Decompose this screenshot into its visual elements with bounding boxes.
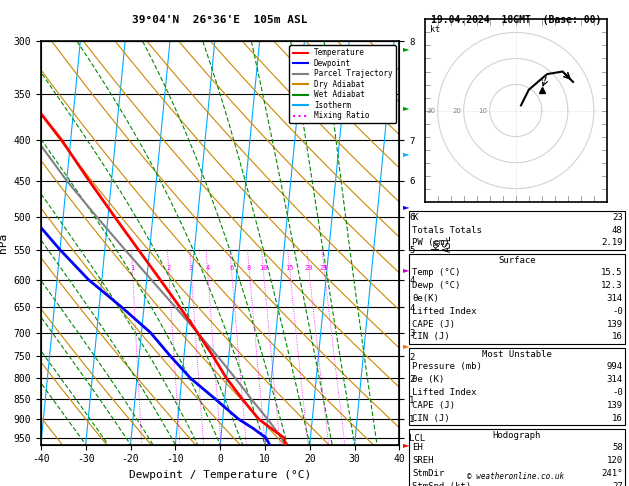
Text: CIN (J): CIN (J) (412, 414, 450, 423)
Text: -0: -0 (612, 307, 623, 316)
Text: ►: ► (403, 440, 409, 449)
Text: ►: ► (403, 264, 409, 274)
Text: StmSpd (kt): StmSpd (kt) (412, 482, 471, 486)
Text: 120: 120 (606, 456, 623, 465)
Text: ►: ► (403, 149, 409, 158)
Text: CAPE (J): CAPE (J) (412, 401, 455, 410)
Text: © weatheronline.co.uk: © weatheronline.co.uk (467, 472, 564, 481)
Text: -0: -0 (612, 388, 623, 397)
Text: Surface: Surface (498, 256, 535, 265)
Text: CAPE (J): CAPE (J) (412, 320, 455, 329)
Text: 314: 314 (606, 375, 623, 384)
Text: K: K (412, 213, 418, 222)
Text: 10: 10 (478, 107, 487, 114)
Text: 139: 139 (606, 320, 623, 329)
Text: θe (K): θe (K) (412, 375, 444, 384)
Text: 58: 58 (612, 443, 623, 452)
Text: Temp (°C): Temp (°C) (412, 268, 460, 277)
Text: 20: 20 (452, 107, 461, 114)
Text: 15: 15 (285, 265, 294, 271)
Text: SREH: SREH (412, 456, 433, 465)
Text: 20: 20 (304, 265, 313, 271)
Text: 48: 48 (612, 226, 623, 235)
Text: 3: 3 (189, 265, 193, 271)
Text: 10: 10 (259, 265, 267, 271)
Legend: Temperature, Dewpoint, Parcel Trajectory, Dry Adiabat, Wet Adiabat, Isotherm, Mi: Temperature, Dewpoint, Parcel Trajectory… (289, 45, 396, 123)
Text: 4: 4 (205, 265, 209, 271)
Text: 139: 139 (606, 401, 623, 410)
Y-axis label: km
ASL: km ASL (431, 234, 452, 252)
Text: Totals Totals: Totals Totals (412, 226, 482, 235)
Text: Lifted Index: Lifted Index (412, 307, 477, 316)
Text: 314: 314 (606, 294, 623, 303)
Text: Most Unstable: Most Unstable (482, 350, 552, 359)
Text: StmDir: StmDir (412, 469, 444, 478)
Text: 25: 25 (320, 265, 328, 271)
Text: Dewp (°C): Dewp (°C) (412, 281, 460, 290)
Text: 241°: 241° (601, 469, 623, 478)
Text: ►: ► (403, 44, 409, 53)
Text: ►: ► (403, 202, 409, 211)
Text: kt: kt (430, 25, 440, 34)
Text: 994: 994 (606, 362, 623, 371)
Text: 27: 27 (612, 482, 623, 486)
Text: 12.3: 12.3 (601, 281, 623, 290)
Text: 2: 2 (167, 265, 170, 271)
X-axis label: Dewpoint / Temperature (°C): Dewpoint / Temperature (°C) (129, 470, 311, 480)
Text: Lifted Index: Lifted Index (412, 388, 477, 397)
Text: θe(K): θe(K) (412, 294, 439, 303)
Text: Pressure (mb): Pressure (mb) (412, 362, 482, 371)
Text: 1: 1 (130, 265, 135, 271)
Y-axis label: hPa: hPa (0, 233, 8, 253)
Text: PW (cm): PW (cm) (412, 239, 450, 247)
Text: 16: 16 (612, 332, 623, 342)
Text: 16: 16 (612, 414, 623, 423)
Text: ►: ► (403, 341, 409, 350)
Text: 6: 6 (230, 265, 233, 271)
Text: ►: ► (403, 103, 409, 112)
Text: 8: 8 (247, 265, 251, 271)
Text: 30: 30 (426, 107, 435, 114)
Text: 2.19: 2.19 (601, 239, 623, 247)
Text: 39°04'N  26°36'E  105m ASL: 39°04'N 26°36'E 105m ASL (132, 15, 308, 25)
Text: 23: 23 (612, 213, 623, 222)
Text: 19.04.2024  18GMT  (Base: 00): 19.04.2024 18GMT (Base: 00) (431, 15, 601, 25)
Text: 15.5: 15.5 (601, 268, 623, 277)
Text: Hodograph: Hodograph (493, 431, 541, 440)
Text: CIN (J): CIN (J) (412, 332, 450, 342)
Text: EH: EH (412, 443, 423, 452)
